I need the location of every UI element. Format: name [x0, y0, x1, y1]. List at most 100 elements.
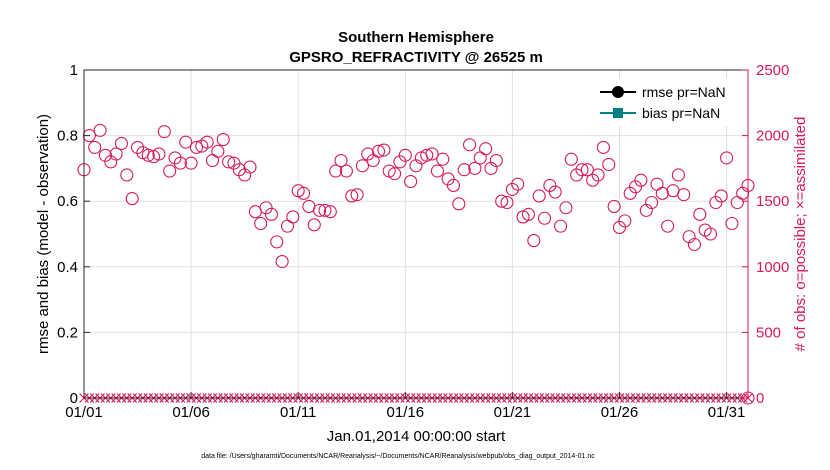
x-tick-label: 01/31 — [708, 404, 746, 421]
possible-obs-point — [623, 186, 637, 200]
possible-obs-point — [120, 168, 134, 182]
possible-obs-point — [313, 203, 327, 217]
left-axis-ticks: 0 0.2 0.4 0.6 0.8 1 — [57, 62, 90, 407]
chart-title: Southern Hemisphere — [338, 29, 494, 46]
possible-obs-point — [586, 173, 600, 187]
possible-obs-point — [655, 186, 669, 200]
y-tick-label: 0.6 — [57, 193, 78, 210]
possible-obs-point — [570, 168, 584, 182]
possible-obs-point — [645, 195, 659, 210]
possible-obs-point — [661, 219, 675, 233]
possible-obs-point — [216, 132, 230, 147]
possible-obs-point — [677, 188, 691, 202]
x-tick-label: 01/11 — [280, 404, 316, 421]
possible-obs-point — [243, 160, 257, 174]
possible-obs-point — [479, 142, 493, 156]
possible-obs-point — [505, 182, 519, 196]
possible-obs-point — [628, 180, 643, 194]
legend-rmse-marker — [612, 86, 624, 98]
possible-obs-point — [575, 163, 589, 177]
right-axis-ticks: 0 500 1000 1500 2000 2500 — [742, 62, 789, 407]
possible-obs-point — [602, 157, 616, 172]
possible-obs-point — [420, 148, 434, 162]
possible-obs-point — [270, 235, 284, 249]
possible-obs-point — [339, 164, 353, 178]
y-right-tick-label: 2000 — [756, 128, 789, 145]
possible-obs-point — [82, 129, 96, 143]
possible-obs-point — [179, 135, 193, 149]
possible-obs-point — [355, 159, 370, 173]
possible-obs-point — [404, 174, 418, 189]
grid-lines — [83, 69, 748, 399]
possible-obs-point — [286, 210, 300, 224]
possible-obs-point — [634, 173, 648, 187]
possible-obs-point — [591, 168, 605, 182]
possible-obs-point — [548, 185, 562, 199]
possible-obs-point — [259, 201, 273, 215]
y-tick-label: 0 — [70, 390, 78, 407]
y-right-tick-label: 0 — [756, 390, 764, 407]
possible-obs-point — [227, 156, 241, 170]
possible-obs-point — [371, 144, 386, 158]
footnote: data file: /Users/gharamti/Documents/NCA… — [201, 453, 595, 460]
possible-obs-point — [345, 189, 359, 203]
legend-bias-marker — [613, 108, 623, 118]
possible-obs-point — [130, 140, 145, 154]
possible-obs-point — [275, 255, 289, 269]
possible-obs-point — [607, 199, 621, 213]
y-axis-right-label: # of obs: o=possible; ×=assimilated — [792, 117, 809, 352]
y-tick-label: 0.2 — [57, 324, 78, 341]
possible-obs-point — [425, 147, 439, 161]
possible-obs-point — [521, 207, 536, 221]
possible-obs-point — [189, 140, 204, 154]
possible-obs-point — [527, 234, 541, 248]
possible-obs-point — [596, 140, 610, 154]
possible-obs-point — [446, 178, 461, 193]
possible-obs-point — [211, 144, 225, 158]
possible-obs-point — [489, 153, 503, 168]
possible-obs-point — [537, 211, 552, 225]
possible-obs-point — [114, 136, 129, 151]
possible-obs-point — [532, 189, 546, 203]
possible-obs-point — [468, 161, 482, 175]
possible-obs-point — [559, 201, 573, 215]
x-tick-label: 01/21 — [494, 404, 532, 421]
possible-obs-point — [88, 140, 102, 154]
possible-obs-point — [222, 155, 236, 169]
possible-obs-point — [554, 219, 568, 233]
possible-obs-point — [441, 172, 455, 186]
possible-obs-point — [98, 148, 112, 162]
possible-obs-point — [125, 192, 139, 206]
possible-obs-point — [703, 227, 718, 241]
x-tick-label: 01/16 — [387, 404, 425, 421]
legend: rmse pr=NaN bias pr=NaN — [588, 78, 740, 126]
possible-obs-point — [388, 167, 402, 181]
possible-obs-point — [264, 207, 278, 221]
possible-obs-point — [580, 163, 594, 177]
possible-obs-point — [693, 207, 707, 221]
y-right-tick-label: 1000 — [756, 259, 789, 276]
possible-obs-point — [511, 177, 525, 191]
possible-obs-point — [720, 151, 734, 165]
possible-obs-point — [329, 164, 343, 178]
x-tick-label: 01/06 — [172, 404, 210, 421]
y-tick-label: 1 — [70, 62, 78, 79]
possible-obs-point — [377, 143, 391, 157]
possible-obs-point — [495, 194, 509, 208]
possible-obs-point — [714, 189, 728, 203]
possible-obs-point — [671, 168, 685, 182]
possible-obs-point — [232, 163, 246, 177]
possible-obs-point — [618, 214, 632, 228]
possible-obs-point — [109, 147, 123, 161]
possible-obs-point — [323, 205, 337, 219]
possible-obs-point — [168, 151, 182, 165]
possible-obs-point — [361, 147, 375, 161]
possible-obs-point — [152, 147, 166, 161]
possible-obs-point — [452, 197, 466, 211]
possible-obs-point — [543, 178, 557, 193]
possible-obs-point — [687, 237, 702, 252]
possible-obs-point — [200, 135, 214, 149]
possible-obs-point — [393, 155, 407, 169]
possible-markers — [77, 123, 755, 405]
possible-obs-point — [398, 148, 412, 162]
